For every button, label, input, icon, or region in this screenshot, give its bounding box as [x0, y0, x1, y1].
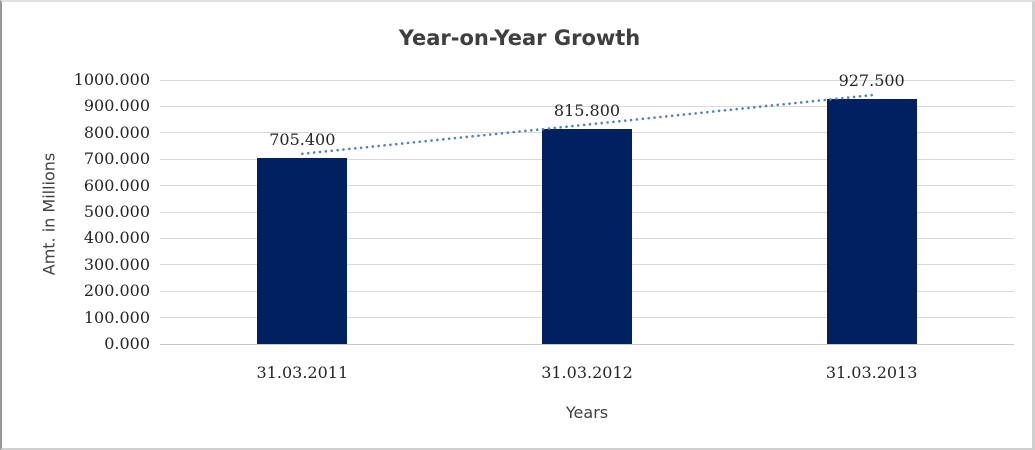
data-label: 705.400 — [269, 129, 336, 149]
bar-31.03.2011 — [257, 157, 348, 344]
y-tick-label: 700.000 — [83, 149, 150, 169]
x-category-label: 31.03.2011 — [256, 363, 349, 382]
x-category-label: 31.03.2012 — [541, 363, 633, 382]
y-tick-label: 400.000 — [83, 228, 150, 248]
gridline — [160, 343, 1014, 345]
y-tick-label: 600.000 — [83, 175, 150, 195]
data-label: 927.500 — [838, 71, 905, 91]
y-tick-label: 800.000 — [83, 122, 150, 142]
gridline — [160, 79, 1014, 81]
bar-31.03.2012 — [542, 128, 632, 344]
data-label: 815.800 — [553, 100, 621, 120]
y-tick-label: 0.000 — [104, 334, 150, 353]
y-tick-label: 1000.000 — [73, 70, 150, 89]
bar-31.03.2013 — [826, 99, 917, 344]
y-tick-label: 900.000 — [83, 96, 150, 116]
x-axis-title: Years — [565, 403, 609, 422]
x-category-label: 31.03.2013 — [825, 363, 918, 382]
y-tick-label: 100.000 — [83, 307, 150, 327]
y-tick-label: 200.000 — [83, 281, 150, 301]
y-tick-label: 300.000 — [83, 254, 150, 274]
y-tick-label: 500.000 — [83, 202, 150, 221]
chart-title: Year-on-Year Growth — [398, 26, 641, 50]
